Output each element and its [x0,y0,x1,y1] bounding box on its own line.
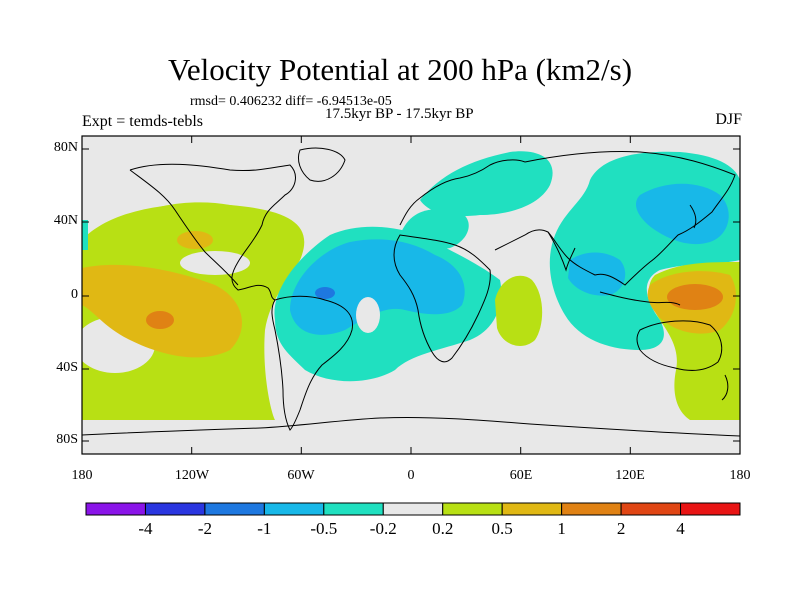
contour-pacific-north-core [177,231,213,249]
coast-japan [689,204,697,229]
colorbar-level-label: -4 [138,519,153,538]
colorbar-swatch [263,502,325,516]
colorbar-level-label: -0.5 [310,519,338,538]
x-tick-label: 60W [287,468,315,483]
coast-india [547,231,576,272]
y-tick-label: 80N [53,140,78,155]
colorbar-swatch [501,502,563,516]
contour-pacific-hole [180,251,250,275]
season-label: DJF [715,111,742,128]
colorbar-swatch [85,502,146,516]
coast-new-zealand [721,374,729,401]
coast-antarctica [82,416,740,437]
contour-pacific-positive-north [110,202,242,240]
axis-ticks [81,136,741,454]
colorbar-level-label: 0.2 [432,519,454,538]
contour-dateline-strip [82,220,88,250]
colorbar-level-label: 2 [616,519,626,538]
colorbar-swatch [561,502,622,516]
chart-subtitle: 17.5kyr BP - 17.5kyr BP [325,106,474,122]
colorbar-swatch [204,502,265,516]
contour-west-pacific-max [667,284,723,310]
colorbar-level-label: -2 [197,519,212,538]
contour-pacific-max [146,311,174,329]
contour-asia-core-south [568,252,626,296]
coast-europe [399,159,526,226]
coast-greenland [297,147,346,182]
colorbar-swatch [680,502,741,516]
x-tick-label: 180 [71,468,93,483]
colorbar-swatch [620,502,682,516]
stats-line: rmsd= 0.406232 diff= -6.94513e-05 [190,94,392,109]
coast-north-america-west [129,169,239,286]
contour-europe-negative [420,151,553,217]
x-tick-label: 60E [509,468,533,483]
y-tick-label: 40N [53,213,78,228]
experiment-label: Expt = temds-tebls [82,113,204,130]
contour-europe-link [400,209,469,250]
coast-north-america [129,163,296,301]
contour-atlantic-hole [356,297,380,333]
colorbar [85,502,741,516]
y-tick-label: 0 [71,287,78,302]
colorbar-swatch [323,502,384,516]
colorbar-level-label: -1 [257,519,272,538]
coast-south-america [271,295,354,431]
x-tick-label: 120E [615,468,645,483]
chart-title: Velocity Potential at 200 hPa (km2/s) [167,52,633,87]
colorbar-swatch [442,502,503,516]
colorbar-swatch [144,502,206,516]
y-tick-label: 80S [56,432,78,447]
colorbar-swatch [382,502,444,516]
colorbar-level-label: 0.5 [491,519,513,538]
coast-australia [636,320,723,371]
coast-africa [393,234,491,363]
contour-indian-positive [495,275,543,347]
contour-asia-core [635,183,729,245]
colorbar-level-label: 1 [557,519,566,538]
coast-indonesia [599,291,681,306]
y-tick-label: 40S [56,360,78,375]
x-tick-label: 0 [407,468,415,483]
x-tick-label: 120W [174,468,210,483]
coastlines [82,147,740,437]
contour-south-america-min [315,287,335,299]
contour-atlantic-core [290,239,465,335]
coast-asia [494,151,736,286]
colorbar-level-label: 4 [676,519,685,538]
x-tick-label: 180 [729,468,751,483]
colorbar-level-label: -0.2 [369,519,397,538]
